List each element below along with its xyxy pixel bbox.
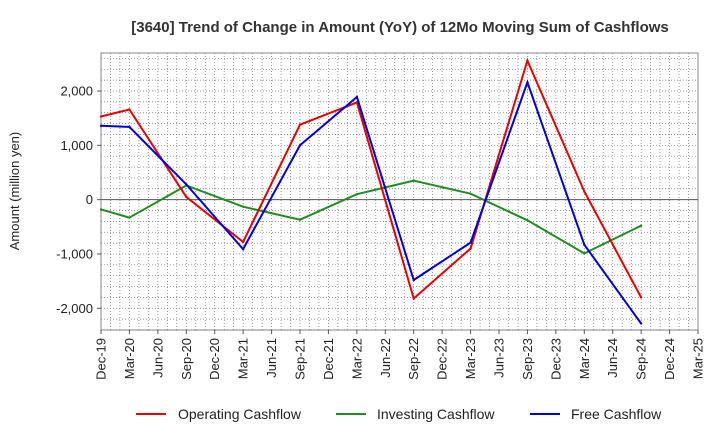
data-point <box>639 296 643 299</box>
data-point <box>99 208 103 211</box>
data-point <box>128 125 131 129</box>
x-tick-label: Dec-24 <box>662 338 677 380</box>
data-point <box>99 115 103 118</box>
legend-label-investing: Investing Cashflow <box>377 406 495 422</box>
legend: Operating Cashflow Investing Cashflow Fr… <box>136 406 662 422</box>
data-point <box>526 81 529 84</box>
data-point <box>526 219 529 222</box>
data-point <box>469 241 472 244</box>
data-point <box>185 183 188 186</box>
data-point <box>583 243 586 246</box>
x-tick-labels: Dec-19 Mar-20 Jun-20 Sep-20 Dec-20 Mar-21 Jun-… <box>94 330 706 380</box>
y-axis-label: Amount (million yen) <box>7 132 22 251</box>
y-tick-label: -1,000 <box>56 246 93 261</box>
series-group <box>99 57 643 325</box>
legend-label-operating: Operating Cashflow <box>178 406 302 422</box>
x-tick-label: Mar-22 <box>349 338 364 379</box>
data-point <box>469 192 472 195</box>
x-tick-label: Mar-20 <box>122 338 137 379</box>
data-point <box>298 123 302 126</box>
x-tick-label: Sep-21 <box>293 338 308 380</box>
data-point <box>355 193 359 196</box>
x-tick-label: Mar-24 <box>577 338 592 379</box>
data-point <box>241 247 245 251</box>
data-point <box>128 108 131 111</box>
x-tick-label: Mar-23 <box>463 338 478 379</box>
plot-area <box>100 52 699 331</box>
y-tick-label: 1,000 <box>60 138 93 153</box>
data-point <box>526 59 529 62</box>
x-tick-label: Mar-25 <box>691 338 706 379</box>
x-tick-label: Jun-21 <box>264 338 279 378</box>
chart-title: [3640] Trend of Change in Amount (YoY) o… <box>131 19 669 36</box>
data-point <box>298 218 302 221</box>
data-point <box>639 322 643 325</box>
data-point <box>241 205 245 208</box>
legend-label-free: Free Cashflow <box>571 406 662 422</box>
x-tick-label: Sep-23 <box>520 338 535 380</box>
x-tick-label: Jun-23 <box>492 338 507 378</box>
data-point <box>412 278 415 282</box>
x-tick-label: Sep-24 <box>634 338 649 380</box>
data-point <box>412 297 415 300</box>
x-tick-label: Jun-22 <box>378 338 393 378</box>
x-tick-label: Dec-19 <box>94 338 109 380</box>
x-tick-label: Dec-23 <box>548 338 563 380</box>
data-point <box>639 224 643 227</box>
x-tick-label: Dec-20 <box>207 338 222 380</box>
y-tick-label: -2,000 <box>56 301 93 316</box>
data-point <box>99 124 103 127</box>
data-point <box>412 179 415 182</box>
x-tick-label: Jun-20 <box>150 338 165 378</box>
data-point <box>185 195 188 199</box>
y-tick-label: 2,000 <box>60 84 93 99</box>
x-tick-label: Dec-21 <box>321 338 336 380</box>
data-point <box>128 216 131 219</box>
x-tick-label: Sep-22 <box>406 338 421 380</box>
data-point <box>469 247 472 250</box>
data-point <box>583 190 586 193</box>
data-point <box>355 95 359 99</box>
data-point <box>298 144 302 147</box>
x-tick-label: Sep-20 <box>179 338 194 380</box>
x-tick-label: Dec-22 <box>435 338 450 380</box>
data-point <box>241 240 245 244</box>
y-tick-label: 0 <box>86 192 93 207</box>
data-point <box>583 252 586 255</box>
x-tick-label: Jun-24 <box>605 338 620 378</box>
x-tick-label: Mar-21 <box>236 338 251 379</box>
y-tick-labels: -2,000 -1,000 0 1,000 2,000 <box>56 84 101 316</box>
